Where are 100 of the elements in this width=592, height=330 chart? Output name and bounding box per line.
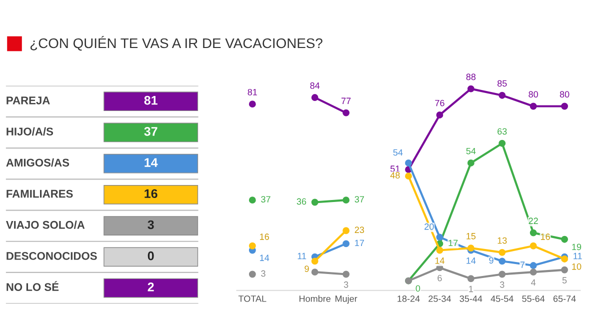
data-label: 85 (497, 80, 507, 87)
x-tick-label: 25-34 (428, 296, 451, 302)
data-label: 17 (355, 240, 364, 246)
point (561, 266, 568, 274)
data-label: 5 (562, 277, 567, 284)
point (467, 85, 474, 92)
point (311, 258, 318, 265)
data-label: 81 (248, 88, 257, 96)
point (436, 234, 444, 241)
data-label: 20 (424, 223, 434, 230)
data-label: 0 (416, 285, 420, 292)
data-label: 22 (528, 218, 538, 224)
data-label: 16 (144, 189, 158, 198)
data-label: 88 (466, 74, 476, 80)
point (467, 160, 474, 166)
data-label: 3 (261, 270, 266, 277)
data-label: 51 (390, 166, 400, 172)
point (561, 236, 568, 243)
point (530, 262, 537, 269)
data-label: 37 (354, 196, 364, 202)
data-label: 2 (148, 282, 154, 292)
point (561, 256, 568, 262)
data-label: 36 (296, 198, 306, 205)
x-tick-label: 55-64 (522, 296, 545, 302)
x-tick-label: 18-24 (398, 296, 420, 302)
data-label: 54 (393, 149, 403, 156)
data-label: 23 (354, 226, 364, 234)
x-tick-label: 65-74 (553, 296, 576, 302)
category-label: NO LO SÉ (6, 281, 59, 292)
data-label: 10 (572, 263, 582, 270)
category-label: HIJO/A/S (6, 127, 54, 136)
point (248, 270, 256, 278)
point (248, 242, 256, 250)
data-label: 0 (148, 251, 154, 260)
data-label: 3 (148, 220, 154, 230)
data-label: 16 (260, 234, 269, 240)
data-label: 17 (448, 240, 458, 246)
point (530, 229, 537, 236)
point (561, 102, 568, 110)
data-label: 14 (466, 258, 476, 264)
category-label: VIAJO SOLO/A (6, 220, 85, 229)
point (342, 227, 350, 234)
data-label: 37 (261, 196, 270, 202)
data-label: 80 (528, 91, 538, 98)
point (498, 92, 506, 99)
data-label: 11 (574, 252, 582, 260)
point (342, 109, 350, 116)
data-label: 80 (560, 91, 570, 98)
point (498, 140, 506, 147)
data-label: 14 (144, 158, 158, 167)
point (311, 198, 318, 206)
point (498, 258, 506, 265)
point (530, 102, 537, 110)
point (342, 240, 350, 248)
data-label: 14 (435, 258, 444, 264)
point (498, 270, 506, 278)
point (342, 196, 350, 204)
point (530, 268, 537, 276)
point (342, 270, 350, 278)
text: ¿CON QUIÉN TE VAS A IR DE VACACIONES? (30, 36, 322, 51)
data-label: 13 (498, 237, 507, 244)
category-label: FAMILIARES (6, 190, 73, 198)
point (530, 242, 537, 250)
data-label: 63 (498, 128, 507, 135)
data-label: 76 (435, 100, 444, 106)
x-tick-label: 35-44 (460, 296, 482, 302)
data-label: 1 (469, 286, 473, 292)
category-label: DESCONOCIDOS (6, 252, 97, 260)
point (405, 160, 412, 166)
x-tick-label: 45-54 (490, 296, 514, 302)
point (311, 94, 318, 101)
data-label: 37 (144, 126, 158, 136)
data-label: 14 (260, 254, 270, 261)
data-label: 11 (298, 252, 306, 260)
data-label: 3 (344, 281, 348, 288)
data-label: 9 (489, 257, 494, 264)
category-label: AMIGOS/AS (6, 158, 70, 167)
data-label: 19 (572, 244, 582, 250)
data-label: 15 (466, 233, 476, 240)
data-label: 54 (466, 148, 476, 154)
x-tick-label: Hombre (300, 295, 330, 302)
data-label: 81 (144, 96, 158, 105)
data-label: 9 (304, 266, 309, 272)
data-label: 4 (531, 279, 536, 286)
x-tick-label: TOTAL (238, 296, 266, 302)
point (436, 246, 444, 254)
data-label: 77 (341, 98, 351, 104)
data-label: 48 (390, 172, 400, 178)
data-label: 6 (438, 274, 442, 282)
point (405, 172, 412, 180)
point (311, 268, 318, 276)
point (498, 248, 506, 256)
data-label: 84 (310, 82, 320, 89)
data-label: 7 (520, 262, 525, 268)
category-label: PAREJA (6, 96, 50, 104)
x-tick-label: Mujer (336, 295, 358, 304)
point (248, 100, 256, 108)
point (467, 275, 474, 282)
data-label: 3 (500, 281, 504, 288)
point (248, 196, 256, 204)
